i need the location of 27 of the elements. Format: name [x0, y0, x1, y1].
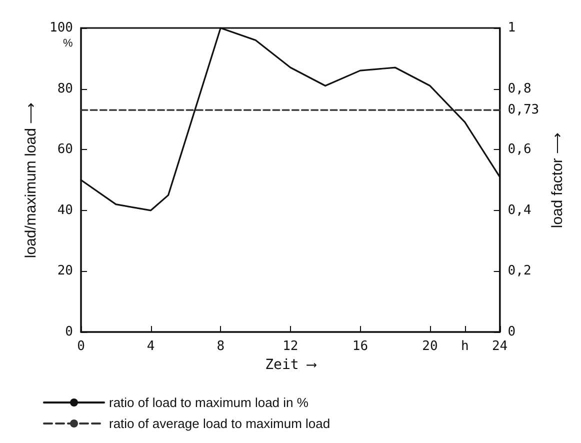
y2-tick-label: 0,8 [508, 81, 532, 96]
x-axis-title: Zeit ⟶ [265, 357, 318, 373]
y-tick-label: 60 [57, 142, 73, 158]
x-tick-label: 8 [216, 339, 225, 354]
y-axis-title: load/maximum load ⟶ [22, 102, 40, 258]
y2-tick-label: 0,2 [508, 264, 532, 279]
x-tick-label: 20 [422, 339, 438, 354]
x-tick-label: 24 [492, 339, 508, 354]
text: % [63, 38, 73, 50]
y2-tick-label: 0 [508, 324, 516, 340]
y2-tick-label: 0,73 [508, 102, 540, 118]
y2-tick-label: 0,4 [508, 202, 532, 218]
y-tick-label: 0 [65, 324, 73, 340]
y2-tick-label: 1 [508, 20, 516, 36]
y-tick-label: 40 [57, 202, 73, 218]
legend-label: ratio of load to maximum load in % [109, 395, 309, 410]
x-tick-label: 0 [77, 339, 85, 354]
y2-tick-label: 0,6 [508, 142, 532, 158]
x-tick-label: h [460, 339, 469, 354]
x-tick-label: 12 [282, 339, 298, 354]
y-tick-label: 80 [57, 81, 73, 96]
legend-label: ratio of average load to maximum load [109, 416, 330, 431]
x-tick-label: 16 [352, 339, 368, 354]
y2-axis-title: load factor ⟶ [549, 132, 566, 228]
y-tick-label: 20 [57, 264, 73, 279]
x-tick-label: 4 [146, 339, 155, 354]
y-tick-label: 100 [50, 20, 73, 36]
